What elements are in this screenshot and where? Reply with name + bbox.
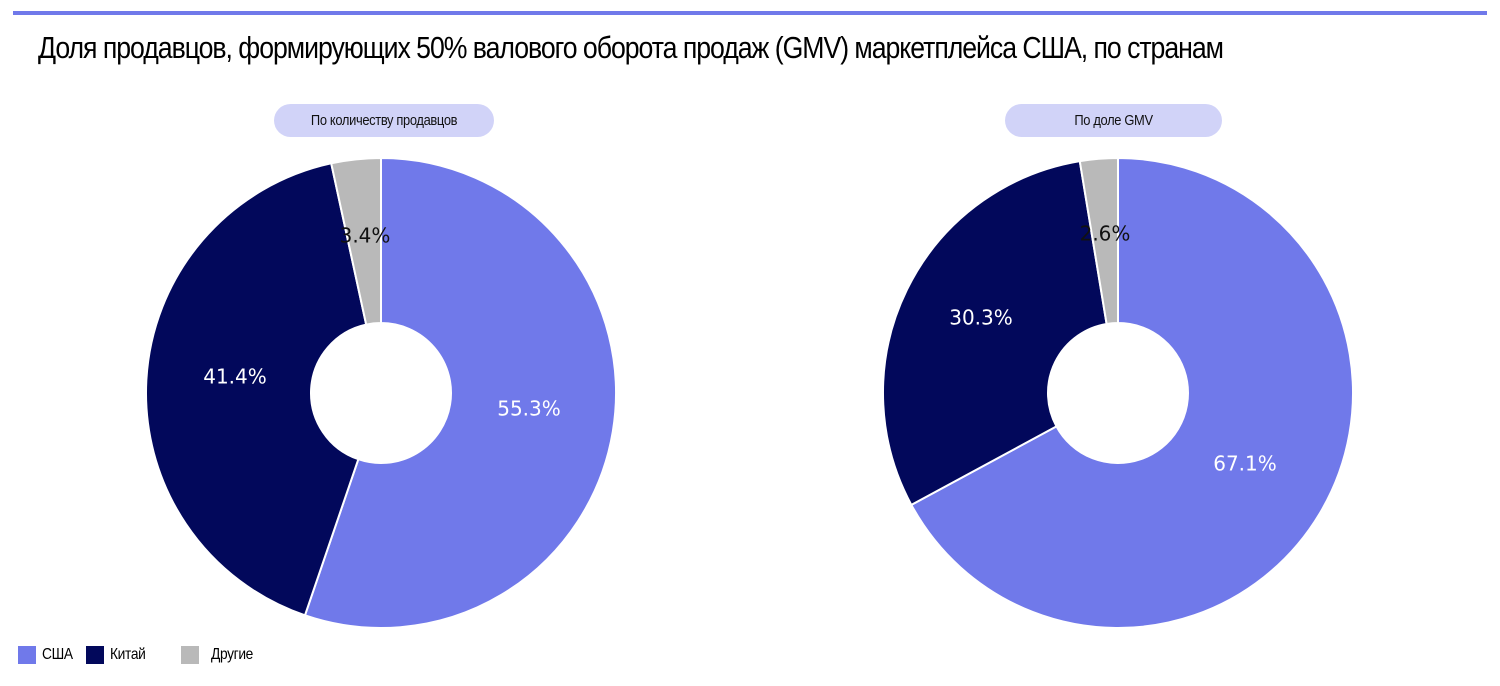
donut-segment-china: [882, 159, 1108, 507]
legend-label-usa: США: [42, 646, 73, 663]
chart-title: Доля продавцов, формирующих 50% валового…: [38, 30, 1224, 65]
panel-label-text: По количеству продавцов: [310, 112, 458, 129]
donut-segment-usa: [303, 156, 617, 629]
legend-label-china: Китай: [110, 646, 146, 663]
data-label-other: 3.4%: [340, 224, 391, 248]
donut-chart-gmv-share: 67.1% 30.3% 2.6%: [882, 156, 1354, 629]
donut-segment-other: [1078, 156, 1119, 326]
donut-segment-usa: [910, 156, 1354, 629]
data-label-usa: 67.1%: [1213, 452, 1277, 476]
panel-label-seller-count: По количеству продавцов: [274, 104, 494, 137]
legend-item-other: Другие: [181, 646, 260, 664]
top-accent-rule: [13, 11, 1487, 15]
donut-segment-china: [145, 162, 368, 617]
legend-swatch-china: [86, 646, 104, 664]
legend-swatch-other: [181, 646, 199, 664]
donut-chart-seller-count: 55.3% 41.4% 3.4%: [145, 156, 617, 629]
legend-item-usa: США: [18, 646, 78, 664]
legend-item-china: Китай: [86, 646, 151, 664]
data-label-usa: 55.3%: [497, 397, 561, 421]
legend-label-other: Другие: [211, 646, 253, 663]
data-label-china: 41.4%: [203, 365, 267, 389]
data-label-other: 2.6%: [1080, 222, 1131, 246]
data-label-china: 30.3%: [949, 306, 1013, 330]
panel-label-text: По доле GMV: [1074, 112, 1153, 129]
donut-segment-other: [330, 156, 382, 326]
legend-swatch-usa: [18, 646, 36, 664]
panel-label-gmv-share: По доле GMV: [1005, 104, 1222, 137]
